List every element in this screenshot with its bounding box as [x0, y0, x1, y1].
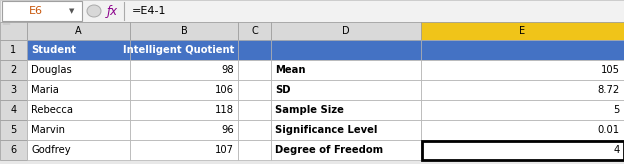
Bar	[0, 120, 27, 140]
Bar	[271, 60, 421, 80]
Bar	[421, 80, 624, 100]
Bar	[271, 40, 421, 60]
Text: Sample Size: Sample Size	[275, 105, 344, 115]
Bar	[421, 40, 624, 60]
Bar	[0, 60, 27, 80]
Text: Douglas: Douglas	[31, 65, 72, 75]
Bar	[130, 40, 238, 60]
Text: Rebecca: Rebecca	[31, 105, 73, 115]
Bar	[0, 80, 27, 100]
Ellipse shape	[87, 5, 101, 17]
Text: 6: 6	[11, 145, 17, 155]
Bar	[271, 120, 421, 140]
Bar	[238, 60, 271, 80]
Text: Maria: Maria	[31, 85, 59, 95]
Bar	[0, 40, 27, 60]
Bar	[271, 22, 421, 40]
Bar	[130, 140, 238, 160]
Bar	[27, 60, 130, 80]
Bar	[27, 22, 130, 40]
Text: Intelligent Quotient: Intelligent Quotient	[123, 45, 234, 55]
Text: B: B	[180, 26, 187, 36]
Bar	[2, 1, 82, 21]
Text: ▼: ▼	[69, 8, 75, 14]
Text: 107: 107	[215, 145, 234, 155]
Bar	[238, 120, 271, 140]
Bar	[238, 100, 271, 120]
Bar	[0, 0, 624, 22]
Text: Student: Student	[31, 45, 76, 55]
Text: Marvin: Marvin	[31, 125, 65, 135]
Text: =E4-1: =E4-1	[132, 6, 167, 16]
Bar	[421, 141, 623, 160]
Text: E6: E6	[29, 6, 43, 16]
Bar	[238, 40, 271, 60]
Bar	[27, 120, 130, 140]
Bar	[130, 60, 238, 80]
Text: 4: 4	[11, 105, 17, 115]
Text: 4: 4	[614, 145, 620, 155]
Text: 105: 105	[601, 65, 620, 75]
Text: Significance Level: Significance Level	[275, 125, 378, 135]
Text: D: D	[342, 26, 350, 36]
Text: A: A	[75, 26, 82, 36]
Bar	[421, 140, 624, 160]
Text: 3: 3	[11, 85, 17, 95]
Bar	[27, 80, 130, 100]
Text: 98: 98	[222, 65, 234, 75]
Text: 2: 2	[11, 65, 17, 75]
Bar	[238, 80, 271, 100]
Text: 106: 106	[215, 85, 234, 95]
Text: 0.01: 0.01	[598, 125, 620, 135]
Bar	[421, 60, 624, 80]
Text: Godfrey: Godfrey	[31, 145, 71, 155]
Bar	[27, 40, 130, 60]
Text: Degree of Freedom: Degree of Freedom	[275, 145, 383, 155]
Text: ƒx: ƒx	[107, 4, 117, 18]
Text: Mean: Mean	[275, 65, 306, 75]
Bar	[27, 100, 130, 120]
Bar	[0, 100, 27, 120]
Text: E: E	[519, 26, 525, 36]
Text: 5: 5	[11, 125, 17, 135]
Text: SD: SD	[275, 85, 291, 95]
Bar	[27, 140, 130, 160]
Text: C: C	[251, 26, 258, 36]
Bar	[421, 22, 624, 40]
Bar	[271, 140, 421, 160]
Text: 5: 5	[613, 105, 620, 115]
Bar	[271, 80, 421, 100]
Bar	[130, 22, 238, 40]
Text: 118: 118	[215, 105, 234, 115]
Bar	[238, 140, 271, 160]
Bar	[271, 100, 421, 120]
Bar	[421, 100, 624, 120]
Bar	[0, 140, 27, 160]
Text: 1: 1	[11, 45, 17, 55]
Bar	[238, 22, 271, 40]
Bar	[421, 120, 624, 140]
Text: 96: 96	[222, 125, 234, 135]
Text: 8.72: 8.72	[598, 85, 620, 95]
Bar	[130, 120, 238, 140]
Bar	[0, 22, 27, 40]
Bar	[130, 100, 238, 120]
Bar	[130, 80, 238, 100]
